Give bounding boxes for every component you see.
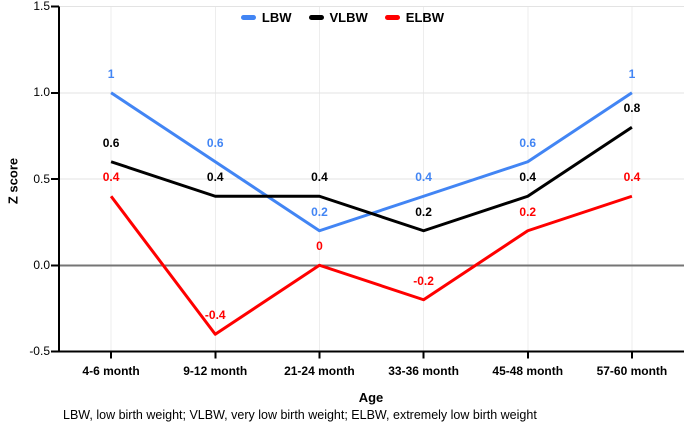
data-label-vlbw: 0.6 xyxy=(102,135,120,150)
data-label-lbw: 1 xyxy=(628,66,636,81)
x-category-label: 45-48 month xyxy=(492,364,564,378)
data-label-elbw: 0.4 xyxy=(102,170,120,185)
x-category-label: 57-60 month xyxy=(596,364,668,378)
legend-item-lbw[interactable]: LBW xyxy=(240,9,292,25)
data-label-vlbw: 0.2 xyxy=(415,204,432,219)
data-label-vlbw: 0.4 xyxy=(519,170,537,185)
legend: LBW VLBW ELBW xyxy=(0,8,685,26)
legend-item-vlbw[interactable]: VLBW xyxy=(308,9,368,25)
legend-label: VLBW xyxy=(329,9,368,25)
data-label-elbw: 0 xyxy=(316,239,323,254)
y-tick-label: -0.5 xyxy=(29,344,50,358)
data-label-vlbw: 0.4 xyxy=(311,170,328,185)
y-tick-label: 0.5 xyxy=(33,171,50,186)
series-line-lbw xyxy=(110,91,633,233)
data-label-elbw: 0.2 xyxy=(519,204,537,219)
x-category-label: 4-6 month xyxy=(82,364,140,378)
y-tick-label: 1.0 xyxy=(33,85,50,100)
y-axis-title: Z score xyxy=(5,157,21,205)
data-label-lbw: 1 xyxy=(107,66,115,81)
legend-dash-icon xyxy=(308,14,324,20)
data-label-lbw: 0.6 xyxy=(206,135,224,150)
data-label-vlbw: 0.8 xyxy=(623,101,641,116)
data-label-vlbw: 0.4 xyxy=(206,170,224,185)
series-line-elbw xyxy=(109,194,633,336)
x-category-label: 9-12 month xyxy=(183,364,248,378)
legend-label: LBW xyxy=(261,9,292,25)
data-label-lbw: 0.2 xyxy=(311,204,328,219)
legend-dash-icon xyxy=(240,14,256,20)
data-label-lbw: 0.6 xyxy=(519,135,537,150)
series-line-vlbw xyxy=(110,125,633,233)
legend-label: ELBW xyxy=(405,9,445,25)
legend-item-elbw[interactable]: ELBW xyxy=(384,9,445,25)
y-tick-label: 1.5 xyxy=(33,0,50,13)
data-label-elbw: -0.4 xyxy=(204,308,226,323)
x-category-label: 21-24 month xyxy=(284,364,355,378)
data-label-lbw: 0.4 xyxy=(415,170,432,185)
abbreviation-footnote: LBW, low birth weight; VLBW, very low bi… xyxy=(63,408,537,422)
legend-dash-icon xyxy=(384,14,400,20)
x-axis-title: Age xyxy=(358,390,384,405)
x-category-label: 33-36 month xyxy=(388,364,459,378)
y-tick-label: 0.0 xyxy=(33,257,50,272)
data-label-elbw: 0.4 xyxy=(623,170,641,185)
data-label-elbw: -0.2 xyxy=(413,273,434,288)
